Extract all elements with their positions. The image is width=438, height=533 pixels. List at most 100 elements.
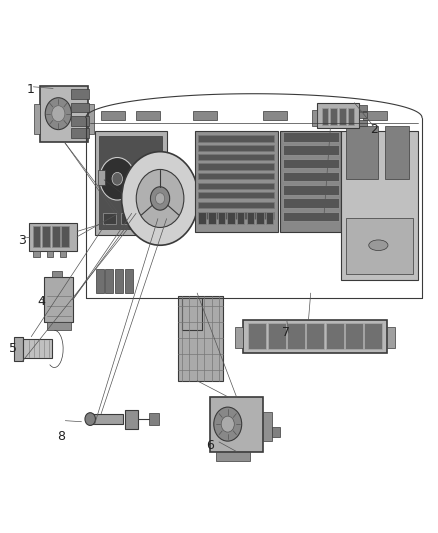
Bar [42,226,50,247]
Bar [266,212,273,224]
Bar [198,212,206,224]
Bar [263,111,287,120]
Bar [71,90,89,99]
Bar [52,271,62,277]
Bar [40,86,88,142]
Bar [125,409,138,429]
Bar [88,104,94,134]
Text: 8: 8 [57,430,65,443]
Bar [90,414,123,424]
Bar [283,146,339,155]
Bar [155,213,168,224]
Bar [14,337,23,361]
Bar [283,132,339,142]
Bar [359,106,367,111]
Bar [198,201,275,208]
Bar [121,213,133,224]
Ellipse shape [112,172,123,185]
Ellipse shape [135,161,163,196]
Bar [363,111,387,120]
Bar [106,269,113,293]
Bar [149,413,159,425]
Bar [268,323,286,350]
Bar [235,327,243,349]
Bar [243,320,387,353]
Bar [198,212,275,219]
Bar [348,108,354,125]
Bar [287,323,305,350]
Bar [283,172,339,181]
Bar [101,111,125,120]
Bar [208,212,215,224]
Bar [71,116,89,126]
Bar [23,340,52,359]
Bar [263,411,272,441]
Bar [237,212,244,224]
Ellipse shape [45,98,71,130]
Bar [256,212,264,224]
Bar [326,323,344,350]
Bar [52,226,60,247]
Bar [317,103,359,128]
Bar [177,296,223,381]
Bar [306,323,325,350]
Ellipse shape [155,193,165,204]
Bar [198,154,275,160]
Bar [283,185,339,195]
Bar [283,212,339,221]
Bar [283,198,339,208]
Bar [359,120,367,126]
Bar [227,212,235,224]
Bar [98,170,106,185]
Bar [115,269,123,293]
Bar [198,192,275,198]
Bar [330,108,337,125]
Text: 6: 6 [206,439,214,453]
Bar [46,251,53,257]
Bar [61,226,69,247]
Bar [218,212,225,224]
Bar [99,136,162,229]
Bar [359,112,367,118]
Text: 5: 5 [10,342,18,356]
Bar [387,327,395,349]
Bar [60,251,66,257]
Bar [345,323,363,350]
Bar [198,182,275,189]
Ellipse shape [85,413,95,425]
Bar [46,322,71,330]
Bar [272,427,280,437]
Bar [34,104,40,134]
Bar [312,110,317,126]
Text: 4: 4 [38,295,46,308]
Bar [29,223,77,251]
Bar [193,111,217,120]
Bar [324,111,348,120]
Bar [247,212,254,224]
Bar [280,131,341,232]
Ellipse shape [369,240,388,251]
Bar [32,226,40,247]
Ellipse shape [221,416,234,432]
Bar [195,131,278,232]
Bar [346,126,378,179]
Bar [321,108,328,125]
Bar [198,164,275,169]
Bar [364,323,382,350]
Bar [96,269,104,293]
Ellipse shape [52,106,65,122]
Ellipse shape [136,169,184,228]
Bar [125,269,133,293]
Bar [215,451,251,461]
Bar [248,323,266,350]
Bar [136,111,160,120]
Bar [339,108,346,125]
Bar [71,128,89,138]
Bar [210,397,263,451]
Bar [341,131,418,280]
Text: 2: 2 [370,123,378,136]
Text: 1: 1 [27,83,35,96]
Bar [198,173,275,179]
Bar [44,277,73,322]
Bar [33,251,40,257]
